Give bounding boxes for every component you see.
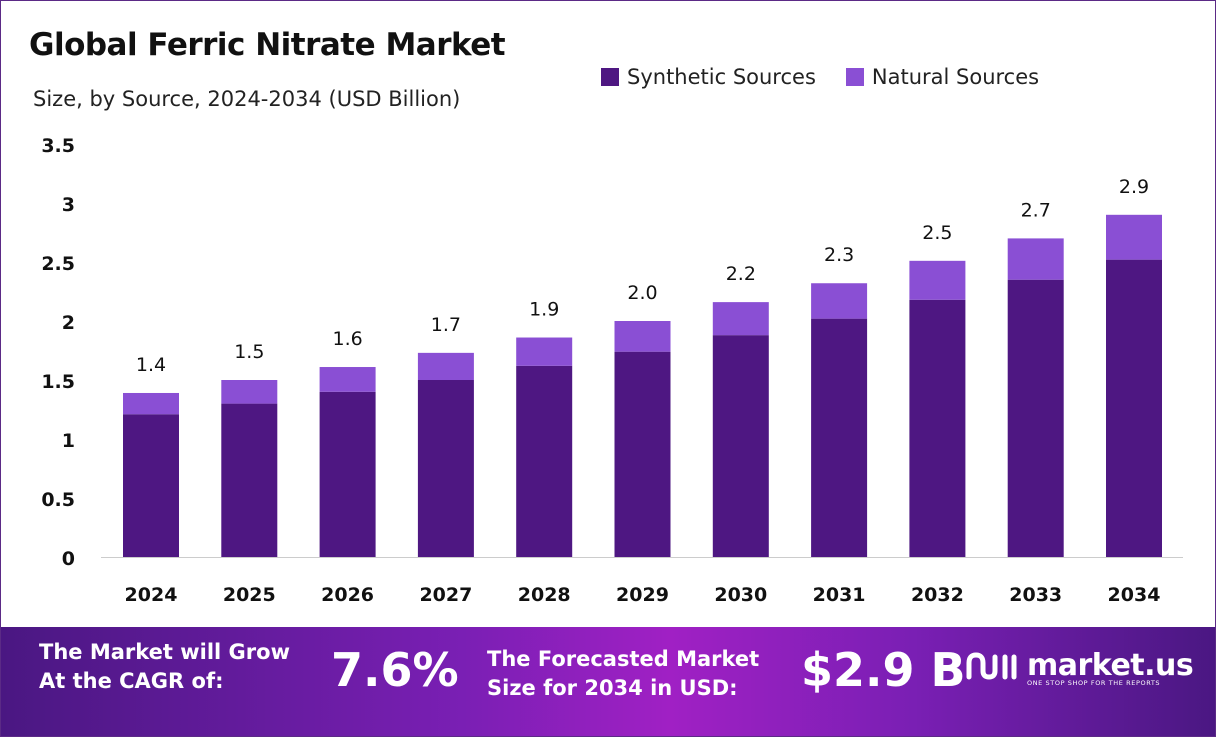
data-label-2025: 1.5 [234,341,264,363]
data-label-2032: 2.5 [922,222,952,244]
chart-title: Global Ferric Nitrate Market [29,27,506,63]
bar-synthetic-2031 [811,318,868,557]
y-tick-label: 2.5 [41,253,75,275]
bar-natural-2033 [1007,238,1064,280]
legend: Synthetic Sources Natural Sources [601,65,1039,89]
brand-tagline: ONE STOP SHOP FOR THE REPORTS [1027,678,1161,687]
cagr-label-line1: The Market will Grow [39,640,290,664]
brand: market.us ONE STOP SHOP FOR THE REPORTS [965,647,1194,687]
legend-swatch-natural [845,68,864,86]
y-tick-label: 0 [62,548,75,570]
data-label-2030: 2.2 [726,263,756,285]
x-tick-label-2028: 2028 [518,584,571,606]
y-tick-label: 2 [62,312,75,334]
data-label-2027: 1.7 [431,314,461,336]
bar-synthetic-2033 [1007,279,1064,557]
bar-synthetic-2025 [221,403,278,557]
bar-natural-2032 [909,260,966,300]
y-tick-label: 1 [62,430,75,452]
x-tick-label-2024: 2024 [125,584,178,606]
data-label-2029: 2.0 [627,282,657,304]
bar-synthetic-2030 [712,335,769,557]
x-tick-label-2030: 2030 [714,584,767,606]
bar-synthetic-2024 [123,414,179,557]
data-label-2031: 2.3 [824,244,854,266]
bar-natural-2025 [221,380,278,404]
x-tick-label-2032: 2032 [911,584,964,606]
footer-banner: The Market will Grow At the CAGR of: 7.6… [1,627,1215,736]
brand-name: market.us [1027,647,1194,683]
legend-item-synthetic: Synthetic Sources [601,65,816,89]
x-tick-label-2027: 2027 [419,584,472,606]
bar-natural-2028 [516,337,573,366]
bar-natural-2029 [614,321,671,352]
bar-chart: 0 0.5 1 1.5 2 2.5 3 3.5 1.4 2024 1.5 2025 1.6 2026 1.7… [41,135,1183,606]
x-tick-label-2025: 2025 [223,584,276,606]
bar-natural-2024 [123,392,179,415]
x-tick-label-2031: 2031 [813,584,866,606]
data-label-2033: 2.7 [1021,199,1051,221]
legend-label-synthetic: Synthetic Sources [627,65,816,89]
legend-label-natural: Natural Sources [871,65,1040,89]
y-tick-label: 3.5 [41,135,75,157]
forecast-label: The Forecasted Market Size for 2034 in U… [487,645,759,703]
market-us-logo-icon [966,652,1017,680]
bar-synthetic-2026 [319,391,376,557]
forecast-label-line1: The Forecasted Market [487,647,760,671]
x-tick-label-2034: 2034 [1108,584,1161,606]
bar-synthetic-2032 [909,299,966,557]
x-tick-label-2026: 2026 [321,584,374,606]
cagr-value: 7.6% [331,643,459,697]
y-tick-label: 3 [62,194,75,216]
y-tick-label: 1.5 [41,371,75,393]
bar-synthetic-2028 [516,365,573,557]
data-label-2028: 1.9 [529,299,559,321]
bar-synthetic-2027 [417,380,474,557]
brand-text: market.us ONE STOP SHOP FOR THE REPORTS [1027,647,1194,687]
x-tick-label-2029: 2029 [616,584,669,606]
forecast-value: $2.9 B [801,643,966,697]
data-label-2034: 2.9 [1119,176,1149,198]
legend-swatch-synthetic [601,68,619,86]
forecast-label-line2: Size for 2034 in USD: [487,676,738,700]
bar-natural-2027 [417,352,474,380]
bar-synthetic-2029 [614,351,671,557]
data-label-2024: 1.4 [136,354,166,376]
cagr-label: The Market will Grow At the CAGR of: [39,638,290,696]
chart-subtitle: Size, by Source, 2024-2034 (USD Billion) [33,87,461,111]
bar-natural-2031 [811,283,868,319]
bar-natural-2026 [319,367,376,392]
legend-item-natural: Natural Sources [845,65,1040,89]
data-label-2026: 1.6 [332,328,362,350]
x-tick-label-2033: 2033 [1009,584,1062,606]
y-tick-label: 0.5 [41,489,75,511]
cagr-label-line2: At the CAGR of: [39,669,224,693]
bar-synthetic-2034 [1106,259,1162,557]
bar-natural-2030 [712,302,769,336]
bar-natural-2034 [1106,214,1162,260]
